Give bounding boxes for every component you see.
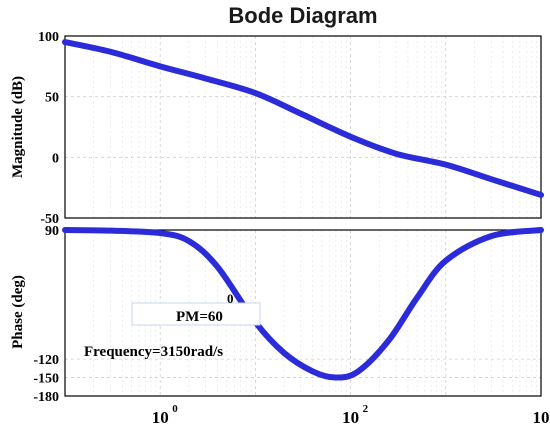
phase-plot-frame xyxy=(64,229,542,397)
magnitude-y-tick-label: 50 xyxy=(45,91,59,106)
x-tick-exponent: 0 xyxy=(172,403,178,415)
x-tick-label: 10 xyxy=(533,408,550,427)
x-tick-label: 10 xyxy=(152,408,169,427)
phase-y-tick-label: -120 xyxy=(33,353,59,368)
pm-annotation-box xyxy=(131,302,261,326)
magnitude-axis-label: Magnitude (dB) xyxy=(10,76,26,178)
pm-annotation: PM=60 xyxy=(176,309,223,325)
phase-y-ticks: 90 -120 -150 -180 xyxy=(33,224,59,405)
magnitude-series-line xyxy=(62,39,544,198)
x-axis-ticks: 100102104 xyxy=(152,403,550,427)
chart-title: Bode Diagram xyxy=(228,3,377,28)
frequency-annotation: Frequency=3150rad/s xyxy=(84,344,223,360)
x-tick-label: 10 xyxy=(342,408,359,427)
phase-y-tick-label: 90 xyxy=(45,224,59,239)
pm-annotation-degree: 0 xyxy=(227,291,234,306)
x-tick-exponent: 2 xyxy=(363,403,369,415)
magnitude-y-ticks: 100 50 0 -50 xyxy=(38,30,59,227)
phase-y-tick-label: -180 xyxy=(33,390,59,405)
phase-series-line xyxy=(62,227,544,381)
magnitude-y-tick-label: -50 xyxy=(40,212,59,227)
phase-y-tick-label: -150 xyxy=(33,372,59,387)
phase-axis-label: Phase (deg) xyxy=(10,275,26,349)
magnitude-y-tick-label: 100 xyxy=(38,30,59,45)
magnitude-plot-frame xyxy=(64,35,542,219)
magnitude-y-tick-label: 0 xyxy=(52,151,59,166)
magnitude-grid xyxy=(64,35,541,219)
